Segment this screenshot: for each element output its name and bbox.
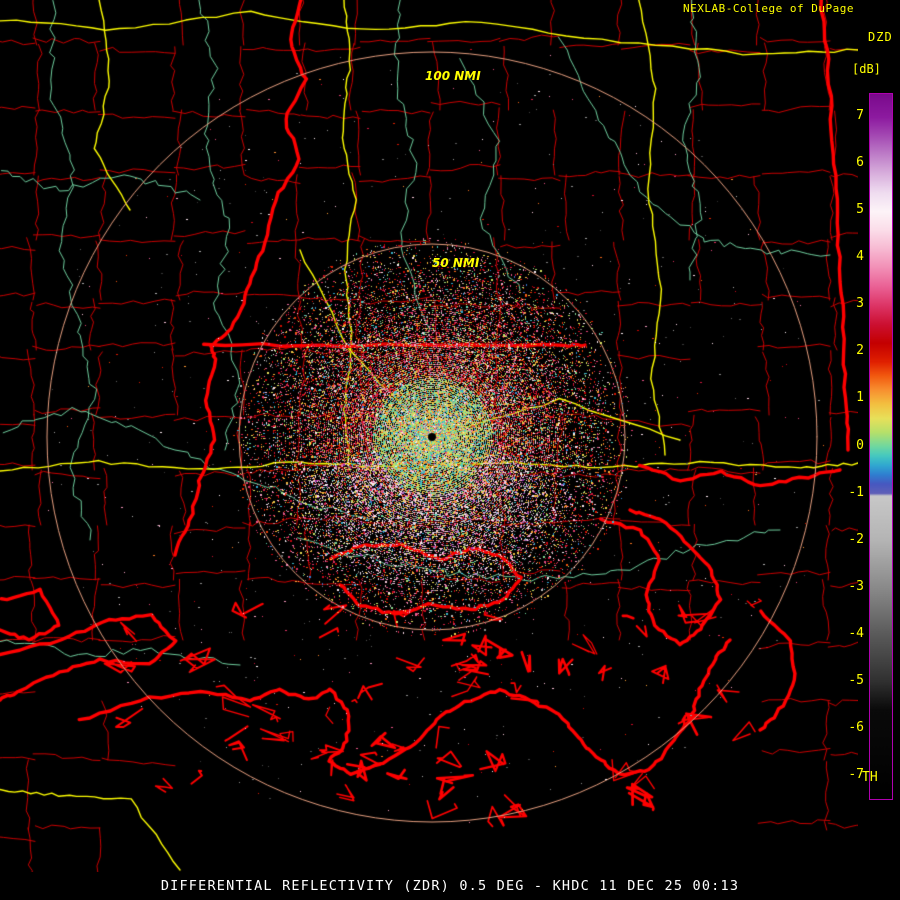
attribution-text: NEXLAB-College of DuPage — [683, 2, 854, 15]
colorbar-tick-neg1: -1 — [848, 484, 864, 500]
colorbar-tick-neg5: -5 — [848, 673, 864, 689]
colorbar-title: DZD — [868, 30, 893, 44]
colorbar-tick-0: 0 — [856, 437, 864, 453]
colorbar-tick-4: 4 — [856, 248, 864, 264]
colorbar-tick-neg6: -6 — [848, 720, 864, 736]
colorbar-tick-neg2: -2 — [848, 531, 864, 547]
colorbar-footer-label: TH — [862, 770, 878, 785]
colorbar-tick-2: 2 — [856, 343, 864, 359]
radar-echo-layer — [0, 0, 858, 872]
colorbar-scale — [869, 93, 893, 800]
colorbar-tick-neg3: -3 — [848, 578, 864, 594]
colorbar-tick-neg7: -7 — [848, 767, 864, 783]
radar-map-panel[interactable]: 100 NMI 50 NMI NEXLAB-College of DuPage — [0, 0, 858, 872]
colorbar-tick-5: 5 — [856, 201, 864, 217]
colorbar-tick-1: 1 — [856, 390, 864, 406]
colorbar-units: [dB] — [852, 62, 881, 76]
colorbar-gradient — [870, 94, 892, 799]
range-ring-label-50nmi: 50 NMI — [432, 256, 480, 270]
colorbar-tick-3: 3 — [856, 296, 864, 312]
product-caption: DIFFERENTIAL REFLECTIVITY (ZDR) 0.5 DEG … — [160, 878, 740, 894]
colorbar-tick-6: 6 — [856, 154, 864, 170]
colorbar-tick-neg4: -4 — [848, 626, 864, 642]
range-ring-label-100nmi: 100 NMI — [425, 69, 481, 83]
colorbar-tick-7: 7 — [856, 107, 864, 123]
colorbar-panel: DZD [dB] 7 6 5 4 3 2 1 0 -1 -2 -3 -4 -5 -6 -7 TH — [848, 0, 900, 900]
